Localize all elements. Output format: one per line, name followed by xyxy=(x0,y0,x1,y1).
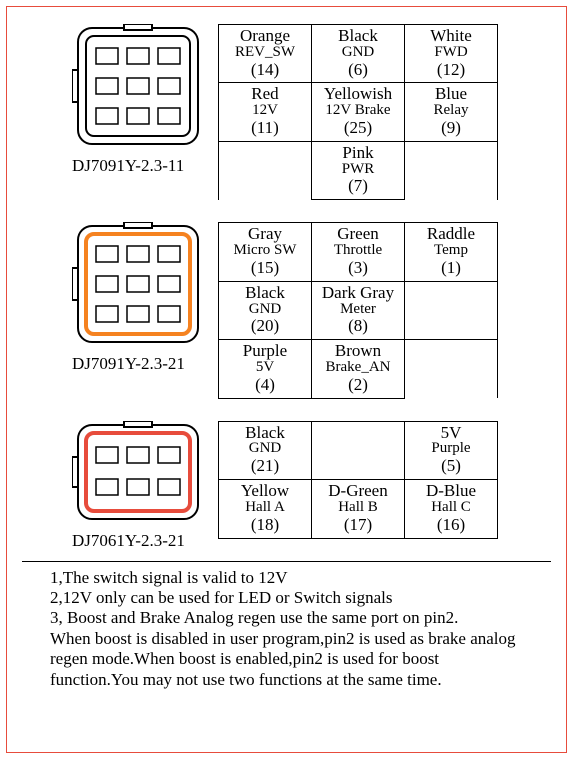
table-row: YellowHall A(18) D-GreenHall B(17) D-Blu… xyxy=(219,480,498,538)
pin-cell: YellowHall A(18) xyxy=(219,480,312,538)
notes-block: 1,The switch signal is valid to 12V 2,12… xyxy=(22,568,551,690)
connector-label-1: DJ7091Y-2.3-11 xyxy=(72,156,218,176)
pin-cell: Purple5V(4) xyxy=(219,340,312,398)
connector-block-2: DJ7091Y-2.3-21 xyxy=(22,222,218,374)
pin-cell: Red12V(11) xyxy=(219,83,312,141)
note-line: When boost is disabled in user program,p… xyxy=(50,629,531,690)
connector-section-2: DJ7091Y-2.3-21 GrayMicro SW(15) GreenThr… xyxy=(22,222,551,398)
pin-cell: GrayMicro SW(15) xyxy=(219,223,312,281)
pin-cell: D-BlueHall C(16) xyxy=(405,480,498,538)
table-row: BlackGND(21) 5VPurple(5) xyxy=(219,421,498,479)
pin-table-1: OrangeREV_SW(14) BlackGND(6) WhiteFWD(12… xyxy=(218,24,498,200)
connector-label-3: DJ7061Y-2.3-21 xyxy=(72,531,218,551)
note-line: 1,The switch signal is valid to 12V xyxy=(50,568,531,588)
pin-cell: GreenThrottle(3) xyxy=(312,223,405,281)
pin-table-2: GrayMicro SW(15) GreenThrottle(3) Raddle… xyxy=(218,222,498,398)
pin-cell: OrangeREV_SW(14) xyxy=(219,25,312,83)
connector-label-2: DJ7091Y-2.3-21 xyxy=(72,354,218,374)
table-row: GrayMicro SW(15) GreenThrottle(3) Raddle… xyxy=(219,223,498,281)
pin-cell: WhiteFWD(12) xyxy=(405,25,498,83)
pin-cell: BlueRelay(9) xyxy=(405,83,498,141)
pin-cell: D-GreenHall B(17) xyxy=(312,480,405,538)
table-row: BlackGND(20) Dark GrayMeter(8) xyxy=(219,281,498,339)
pin-cell: BlackGND(21) xyxy=(219,421,312,479)
pin-cell: BrownBrake_AN(2) xyxy=(312,340,405,398)
connector-icon-9pin-1 xyxy=(72,24,204,154)
pin-cell: Yellowish12V Brake(25) xyxy=(312,83,405,141)
pin-cell-empty xyxy=(405,340,498,398)
connector-section-3: DJ7061Y-2.3-21 BlackGND(21) 5VPurple(5) … xyxy=(22,421,551,551)
connector-icon-9pin-2 xyxy=(72,222,204,352)
pin-cell: 5VPurple(5) xyxy=(405,421,498,479)
note-line: 2,12V only can be used for LED or Switch… xyxy=(50,588,531,608)
pin-cell: BlackGND(20) xyxy=(219,281,312,339)
pin-cell-empty xyxy=(219,141,312,199)
connector-block-1: DJ7091Y-2.3-11 xyxy=(22,24,218,176)
pin-cell: PinkPWR(7) xyxy=(312,141,405,199)
pin-cell-empty xyxy=(405,141,498,199)
connector-section-1: DJ7091Y-2.3-11 OrangeREV_SW(14) BlackGND… xyxy=(22,24,551,200)
pin-cell: BlackGND(6) xyxy=(312,25,405,83)
table-row: Red12V(11) Yellowish12V Brake(25) BlueRe… xyxy=(219,83,498,141)
pin-cell-empty xyxy=(312,421,405,479)
divider xyxy=(22,561,551,562)
table-row: Purple5V(4) BrownBrake_AN(2) xyxy=(219,340,498,398)
diagram-container: DJ7091Y-2.3-11 OrangeREV_SW(14) BlackGND… xyxy=(10,10,563,749)
connector-block-3: DJ7061Y-2.3-21 xyxy=(22,421,218,551)
pin-cell: Dark GrayMeter(8) xyxy=(312,281,405,339)
note-line: 3, Boost and Brake Analog regen use the … xyxy=(50,608,531,628)
table-row: OrangeREV_SW(14) BlackGND(6) WhiteFWD(12… xyxy=(219,25,498,83)
pin-cell: RaddleTemp(1) xyxy=(405,223,498,281)
pin-cell-empty xyxy=(405,281,498,339)
pin-table-3: BlackGND(21) 5VPurple(5) YellowHall A(18… xyxy=(218,421,498,539)
connector-icon-6pin xyxy=(72,421,204,529)
table-row: PinkPWR(7) xyxy=(219,141,498,199)
